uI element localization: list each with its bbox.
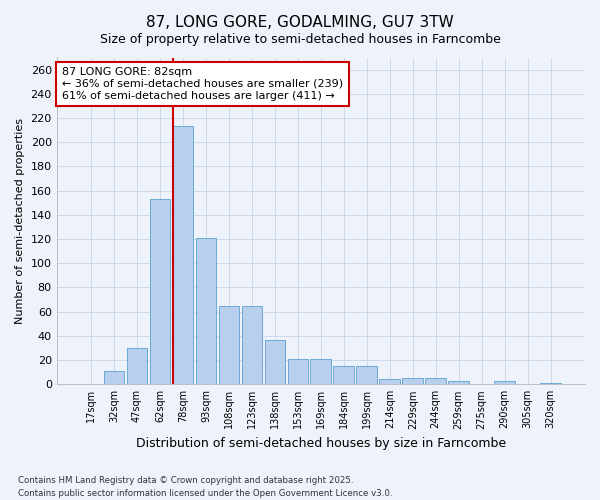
Bar <box>494 380 515 384</box>
Bar <box>310 359 331 384</box>
Bar <box>218 306 239 384</box>
Text: 87 LONG GORE: 82sqm
← 36% of semi-detached houses are smaller (239)
61% of semi-: 87 LONG GORE: 82sqm ← 36% of semi-detach… <box>62 68 343 100</box>
X-axis label: Distribution of semi-detached houses by size in Farncombe: Distribution of semi-detached houses by … <box>136 437 506 450</box>
Y-axis label: Number of semi-detached properties: Number of semi-detached properties <box>15 118 25 324</box>
Bar <box>104 371 124 384</box>
Text: 87, LONG GORE, GODALMING, GU7 3TW: 87, LONG GORE, GODALMING, GU7 3TW <box>146 15 454 30</box>
Bar <box>334 366 354 384</box>
Bar <box>541 383 561 384</box>
Bar <box>448 380 469 384</box>
Text: Size of property relative to semi-detached houses in Farncombe: Size of property relative to semi-detach… <box>100 32 500 46</box>
Bar <box>425 378 446 384</box>
Bar <box>127 348 148 385</box>
Text: Contains HM Land Registry data © Crown copyright and database right 2025.
Contai: Contains HM Land Registry data © Crown c… <box>18 476 392 498</box>
Bar <box>356 366 377 384</box>
Bar <box>173 126 193 384</box>
Bar <box>403 378 423 384</box>
Bar <box>265 340 285 384</box>
Bar <box>379 380 400 384</box>
Bar <box>242 306 262 384</box>
Bar <box>287 359 308 384</box>
Bar <box>149 199 170 384</box>
Bar <box>196 238 216 384</box>
